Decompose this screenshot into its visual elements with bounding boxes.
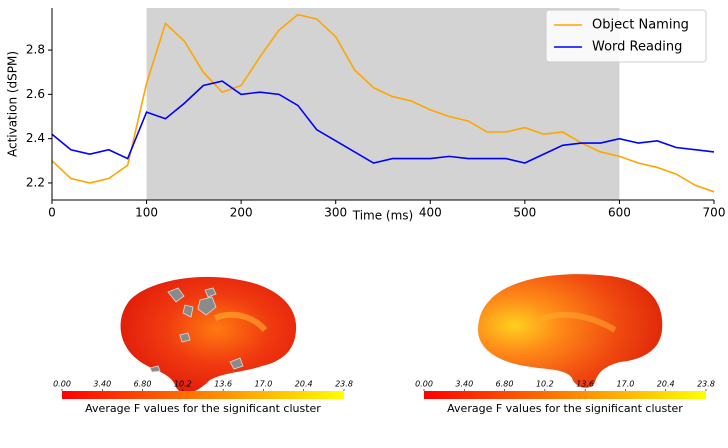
brain-right <box>478 274 662 388</box>
y-tick-label: 2.2 <box>26 175 45 189</box>
y-tick-label: 2.4 <box>26 131 45 145</box>
colorbar-bar <box>424 391 706 399</box>
colorbar-tick-label: 6.80 <box>134 380 152 389</box>
colorbar-tick-label: 0.00 <box>53 380 71 389</box>
page: Time (ms) Activation (dSPM) 0 100 200 300 40… <box>0 0 728 448</box>
brain-left <box>121 277 297 393</box>
colorbar-bar <box>62 391 344 399</box>
colorbar-tick-label: 10.2 <box>536 380 554 389</box>
x-tick-label: 400 <box>419 206 442 220</box>
colorbar-tick-label: 20.4 <box>295 380 313 389</box>
colorbar-tick-label: 23.8 <box>697 380 715 389</box>
colorbar-tick-label: 17.0 <box>617 380 635 389</box>
colorbar-tick-label: 13.6 <box>576 380 594 389</box>
colorbar-tick-label: 23.8 <box>335 380 353 389</box>
colorbar-tick-label: 10.2 <box>174 380 192 389</box>
colorbar-label: Average F values for the significant clu… <box>447 402 683 415</box>
colorbar-tick-label: 0.00 <box>415 380 433 389</box>
x-tick-label: 500 <box>513 206 536 220</box>
colorbar-label: Average F values for the significant clu… <box>85 402 321 415</box>
y-tick-label: 2.8 <box>26 43 45 57</box>
colorbar-tick-label: 3.40 <box>93 380 111 389</box>
figure: Time (ms) Activation (dSPM) 0 100 200 300 40… <box>0 0 728 448</box>
legend-label: Object Naming <box>592 18 689 33</box>
colorbar-tick-label: 13.6 <box>214 380 232 389</box>
legend-label: Word Reading <box>592 40 682 55</box>
colorbar-tick-label: 20.4 <box>657 380 675 389</box>
x-tick-label: 0 <box>48 206 56 220</box>
x-tick-label: 100 <box>135 206 158 220</box>
colorbar-tick-label: 6.80 <box>496 380 514 389</box>
x-tick-label: 600 <box>608 206 631 220</box>
x-tick-label: 200 <box>230 206 253 220</box>
y-tick-label: 2.6 <box>26 87 45 101</box>
colorbar: 0.00 3.40 6.80 10.2 13.6 17.0 20.4 23.8 Average … <box>415 380 715 416</box>
colorbar-tick-label: 3.40 <box>455 380 473 389</box>
x-tick-label: 300 <box>324 206 347 220</box>
y-axis-label: Activation (dSPM) <box>6 51 20 157</box>
colorbar-tick-label: 17.0 <box>255 380 273 389</box>
x-tick-label: 700 <box>703 206 726 220</box>
x-axis-label: Time (ms) <box>352 209 414 223</box>
